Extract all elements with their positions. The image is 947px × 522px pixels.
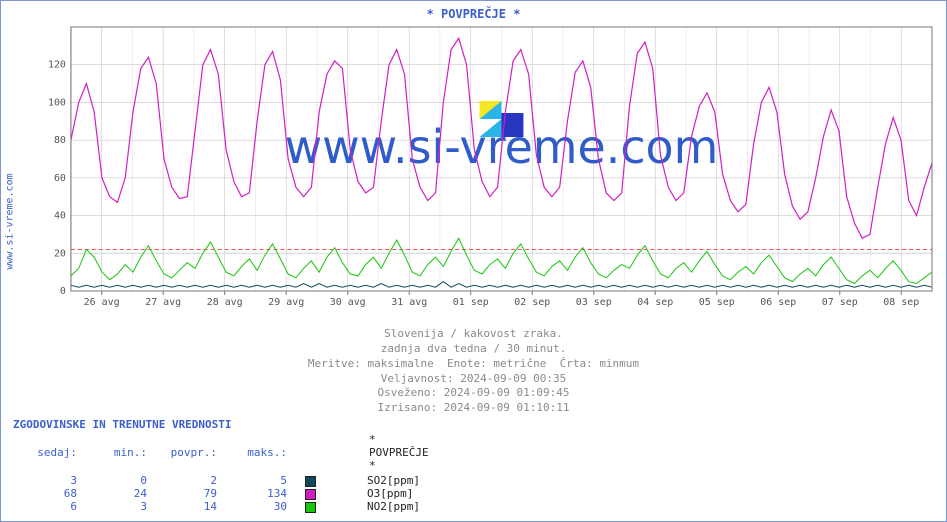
legend-label: SO2[ppm] bbox=[363, 474, 435, 487]
legend-swatch bbox=[293, 487, 363, 500]
svg-text:27 avg: 27 avg bbox=[145, 297, 181, 308]
svg-text:30 avg: 30 avg bbox=[330, 297, 366, 308]
stats-cell-sedaj: 68 bbox=[13, 487, 83, 500]
stats-cell-maks: 134 bbox=[223, 487, 293, 500]
svg-text:60: 60 bbox=[54, 173, 66, 184]
meta-refreshed: Osveženo: 2024-09-09 01:09:45 bbox=[1, 386, 946, 401]
stats-cell-sedaj: 6 bbox=[13, 500, 83, 513]
legend-swatch bbox=[293, 500, 363, 513]
stats-table: sedaj: min.: povpr.: maks.: * POVPREČJE … bbox=[13, 433, 435, 513]
svg-text:80: 80 bbox=[54, 135, 66, 146]
svg-text:31 avg: 31 avg bbox=[391, 297, 427, 308]
svg-text:100: 100 bbox=[48, 97, 66, 108]
svg-text:20: 20 bbox=[54, 248, 66, 259]
stats-cell-povpr: 2 bbox=[153, 474, 223, 487]
stats-cell-min: 0 bbox=[83, 474, 153, 487]
svg-text:28 avg: 28 avg bbox=[207, 297, 243, 308]
svg-text:40: 40 bbox=[54, 211, 66, 222]
stats-cell-maks: 5 bbox=[223, 474, 293, 487]
svg-text:04 sep: 04 sep bbox=[637, 297, 673, 308]
chart-plot: 0 20 40 60 80 100 120 26 avg 27 avg 28 avg 29 avg 3… bbox=[41, 23, 938, 309]
stats-tbody: 3025SO2[ppm]682479134O3[ppm]631430NO2[pp… bbox=[13, 474, 435, 513]
stats-header-row: sedaj: min.: povpr.: maks.: * POVPREČJE … bbox=[13, 433, 435, 474]
chart-title: * POVPREČJE * bbox=[1, 7, 946, 21]
svg-text:120: 120 bbox=[48, 60, 66, 71]
stats-col-sedaj: sedaj: bbox=[13, 433, 83, 474]
svg-text:29 avg: 29 avg bbox=[268, 297, 304, 308]
stats-title: ZGODOVINSKE IN TRENUTNE VREDNOSTI bbox=[13, 418, 435, 431]
svg-text:0: 0 bbox=[60, 286, 66, 297]
svg-text:06 sep: 06 sep bbox=[760, 297, 796, 308]
svg-text:01 sep: 01 sep bbox=[453, 297, 489, 308]
stats-legend-title: * POVPREČJE * bbox=[363, 433, 435, 474]
table-row: 682479134 O3[ppm] bbox=[13, 487, 435, 500]
svg-text:02 sep: 02 sep bbox=[514, 297, 550, 308]
meta-settings: Meritve: maksimalne Enote: metrične Črta… bbox=[1, 357, 946, 372]
stats-cell-povpr: 79 bbox=[153, 487, 223, 500]
stats-block: ZGODOVINSKE IN TRENUTNE VREDNOSTI sedaj:… bbox=[13, 418, 435, 513]
legend-label: NO2[ppm] bbox=[363, 500, 435, 513]
meta-drawn: Izrisano: 2024-09-09 01:10:11 bbox=[1, 401, 946, 416]
stats-col-min: min.: bbox=[83, 433, 153, 474]
stats-cell-min: 3 bbox=[83, 500, 153, 513]
chart-meta: Slovenija / kakovost zraka. zadnja dva t… bbox=[1, 327, 946, 416]
svg-text:26 avg: 26 avg bbox=[84, 297, 120, 308]
chart-svg: 0 20 40 60 80 100 120 26 avg 27 avg 28 avg 29 avg 3… bbox=[41, 23, 938, 309]
svg-text:05 sep: 05 sep bbox=[699, 297, 735, 308]
svg-text:08 sep: 08 sep bbox=[883, 297, 919, 308]
stats-cell-maks: 30 bbox=[223, 500, 293, 513]
stats-cell-povpr: 14 bbox=[153, 500, 223, 513]
meta-source: Slovenija / kakovost zraka. bbox=[1, 327, 946, 342]
stats-col-maks: maks.: bbox=[223, 433, 293, 474]
legend-label: O3[ppm] bbox=[363, 487, 435, 500]
legend-swatch bbox=[293, 474, 363, 487]
svg-text:07 sep: 07 sep bbox=[822, 297, 858, 308]
stats-cell-min: 24 bbox=[83, 487, 153, 500]
stats-col-povpr: povpr.: bbox=[153, 433, 223, 474]
svg-text:03 sep: 03 sep bbox=[576, 297, 612, 308]
y-axis-outer-label-text: www.si-vreme.com bbox=[5, 173, 16, 269]
meta-validity: Veljavnost: 2024-09-09 00:35 bbox=[1, 372, 946, 387]
stats-cell-sedaj: 3 bbox=[13, 474, 83, 487]
table-row: 631430 NO2[ppm] bbox=[13, 500, 435, 513]
y-axis-outer-label: www.si-vreme.com bbox=[3, 161, 17, 281]
table-row: 3025 SO2[ppm] bbox=[13, 474, 435, 487]
meta-period: zadnja dva tedna / 30 minut. bbox=[1, 342, 946, 357]
